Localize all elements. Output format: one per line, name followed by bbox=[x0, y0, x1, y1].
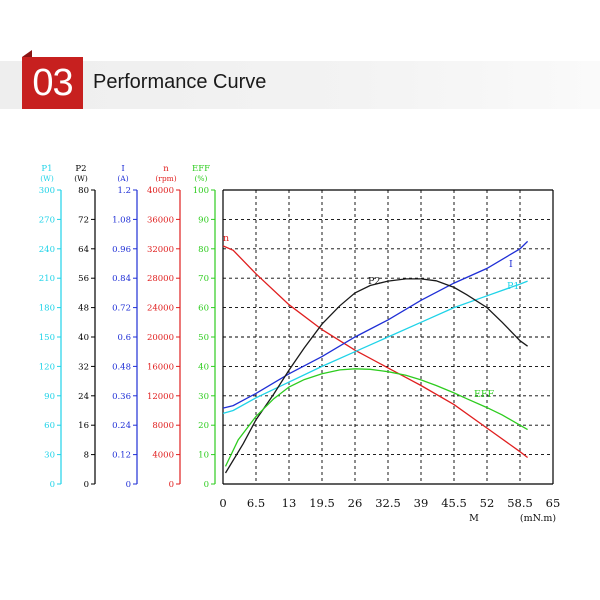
x-tick-label: 52 bbox=[480, 496, 495, 510]
y-tick-label-p2: 32 bbox=[78, 362, 89, 372]
series-line-i bbox=[222, 240, 529, 409]
x-tick-label: 32.5 bbox=[375, 496, 401, 510]
y-tick-label-i: 0.12 bbox=[112, 451, 131, 461]
series-label-i: I bbox=[509, 259, 513, 270]
y-tick-label-p2: 0 bbox=[84, 480, 89, 490]
y-tick-label-n: 32000 bbox=[147, 245, 174, 255]
y-tick-label-n: 12000 bbox=[147, 392, 174, 402]
y-tick-label-p1: 180 bbox=[39, 304, 55, 314]
y-tick-label-eff: 60 bbox=[198, 304, 209, 314]
y-tick-label-p2: 48 bbox=[78, 304, 89, 314]
y-tick-label-p2: 72 bbox=[78, 215, 89, 225]
x-axis-symbol: M bbox=[469, 513, 479, 524]
y-tick-label-p2: 64 bbox=[78, 245, 89, 255]
y-axis-unit-p2: (W) bbox=[74, 174, 88, 183]
y-tick-label-i: 0.96 bbox=[112, 245, 131, 255]
y-axis-name-p2: P2 bbox=[75, 164, 86, 174]
y-tick-label-i: 1.2 bbox=[117, 186, 131, 196]
section-number-badge: 03 bbox=[22, 57, 83, 109]
y-tick-label-eff: 0 bbox=[204, 480, 209, 490]
y-tick-label-eff: 80 bbox=[198, 245, 209, 255]
y-tick-label-p1: 120 bbox=[39, 362, 55, 372]
y-tick-label-p1: 210 bbox=[39, 274, 55, 284]
y-axis-name-eff: EFF bbox=[192, 164, 210, 174]
y-tick-label-p1: 90 bbox=[44, 392, 55, 402]
y-tick-label-n: 16000 bbox=[147, 362, 174, 372]
y-tick-label-p1: 150 bbox=[39, 333, 55, 343]
x-tick-label: 45.5 bbox=[441, 496, 467, 510]
x-tick-label: 19.5 bbox=[309, 496, 335, 510]
y-tick-label-n: 24000 bbox=[147, 304, 174, 314]
series-label-p2: P2 bbox=[368, 276, 380, 287]
y-tick-label-p2: 40 bbox=[78, 333, 89, 343]
y-tick-label-eff: 70 bbox=[198, 274, 209, 284]
y-tick-label-n: 36000 bbox=[147, 215, 174, 225]
y-axis-name-p1: P1 bbox=[41, 164, 52, 174]
series-label-p1: P1 bbox=[507, 281, 519, 292]
series-label-n: n bbox=[223, 233, 229, 244]
chart-axes bbox=[57, 189, 216, 485]
y-tick-label-eff: 100 bbox=[193, 186, 209, 196]
x-tick-label: 39 bbox=[414, 496, 429, 510]
header-corner-accent bbox=[22, 50, 32, 57]
y-tick-label-i: 0.36 bbox=[112, 392, 131, 402]
y-tick-label-p1: 270 bbox=[39, 215, 55, 225]
y-tick-label-n: 0 bbox=[169, 480, 174, 490]
y-tick-label-i: 0.72 bbox=[112, 304, 131, 314]
y-tick-label-p1: 240 bbox=[39, 245, 55, 255]
series-line-eff bbox=[224, 368, 528, 467]
y-tick-label-eff: 50 bbox=[198, 333, 209, 343]
x-axis-unit: (mN.m) bbox=[520, 513, 556, 524]
y-tick-label-i: 0.6 bbox=[117, 333, 131, 343]
x-tick-label: 0 bbox=[219, 496, 226, 510]
y-tick-label-p2: 80 bbox=[78, 186, 89, 196]
y-tick-label-p2: 24 bbox=[78, 392, 89, 402]
y-tick-label-eff: 10 bbox=[198, 451, 209, 461]
y-tick-label-p1: 300 bbox=[39, 186, 55, 196]
chart-series bbox=[222, 240, 529, 474]
y-tick-label-n: 8000 bbox=[152, 421, 174, 431]
y-tick-label-n: 40000 bbox=[147, 186, 174, 196]
header-band bbox=[0, 61, 600, 109]
x-tick-label: 6.5 bbox=[247, 496, 265, 510]
y-tick-label-p1: 60 bbox=[44, 421, 55, 431]
x-tick-label: 26 bbox=[348, 496, 363, 510]
y-axis-name-n: n bbox=[163, 164, 169, 174]
series-line-p2 bbox=[224, 278, 528, 474]
y-axis-unit-i: (A) bbox=[117, 174, 128, 183]
y-axis-unit-eff: (%) bbox=[195, 174, 208, 183]
y-tick-label-n: 28000 bbox=[147, 274, 174, 284]
y-tick-label-i: 0.84 bbox=[112, 274, 131, 284]
y-tick-label-eff: 20 bbox=[198, 421, 209, 431]
chart-labels: 0 6.5 13 19.5 26 32.5 39 45.5 52 58.5 65M (mN.m)P1(… bbox=[39, 164, 561, 524]
y-tick-label-eff: 30 bbox=[198, 392, 209, 402]
x-tick-label: 58.5 bbox=[507, 496, 533, 510]
section-title: Performance Curve bbox=[93, 71, 267, 93]
y-tick-label-p2: 56 bbox=[78, 274, 89, 284]
y-tick-label-i: 1.08 bbox=[112, 215, 131, 225]
y-tick-label-p1: 0 bbox=[50, 480, 55, 490]
y-tick-label-i: 0.48 bbox=[112, 362, 131, 372]
y-tick-label-eff: 40 bbox=[198, 362, 209, 372]
y-tick-label-eff: 90 bbox=[198, 215, 209, 225]
series-line-p1 bbox=[222, 280, 528, 415]
x-tick-label: 65 bbox=[546, 496, 561, 510]
y-tick-label-p2: 16 bbox=[78, 421, 89, 431]
y-tick-label-n: 4000 bbox=[152, 451, 174, 461]
y-axis-unit-n: (rpm) bbox=[155, 174, 176, 183]
y-tick-label-i: 0.24 bbox=[112, 421, 131, 431]
series-label-eff: EFF bbox=[474, 389, 495, 400]
y-tick-label-p2: 8 bbox=[84, 451, 89, 461]
series-line-n bbox=[222, 245, 528, 459]
y-tick-label-i: 0 bbox=[126, 480, 131, 490]
x-tick-label: 13 bbox=[282, 496, 297, 510]
y-tick-label-p1: 30 bbox=[44, 451, 55, 461]
y-tick-label-n: 20000 bbox=[147, 333, 174, 343]
y-axis-name-i: I bbox=[121, 164, 124, 174]
y-axis-unit-p1: (W) bbox=[40, 174, 54, 183]
